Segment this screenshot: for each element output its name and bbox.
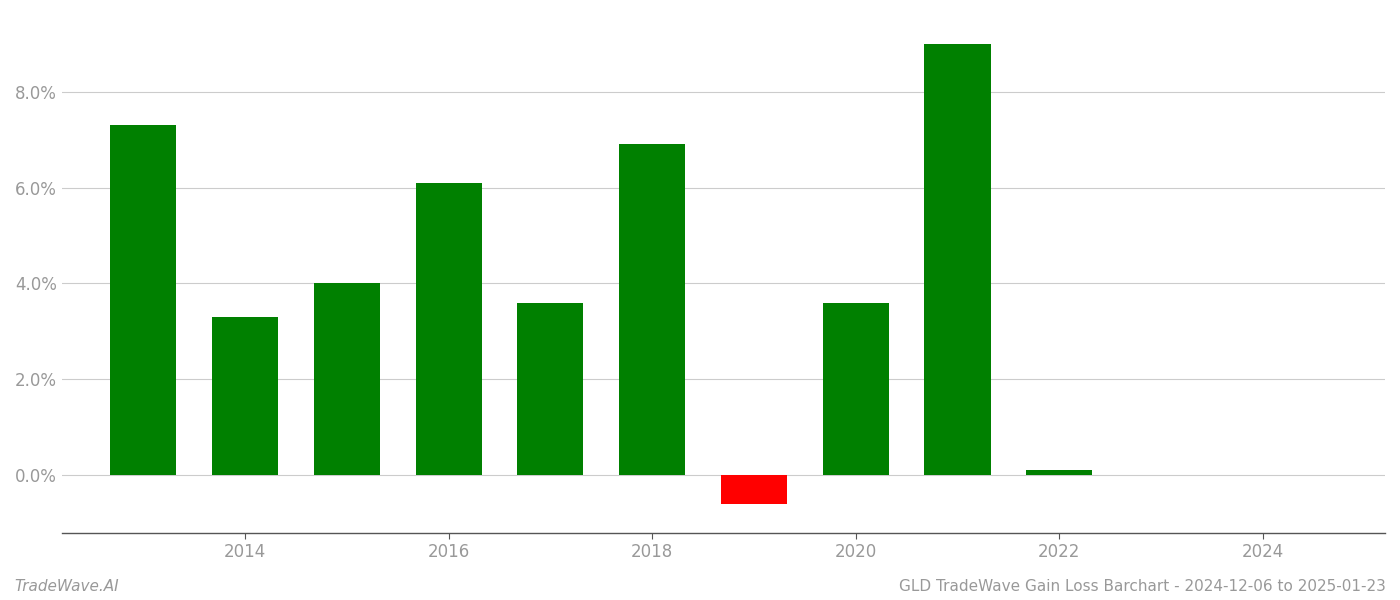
Text: TradeWave.AI: TradeWave.AI xyxy=(14,579,119,594)
Bar xyxy=(721,475,787,504)
Bar xyxy=(211,317,279,475)
Bar xyxy=(314,283,379,475)
Bar xyxy=(518,302,584,475)
Text: GLD TradeWave Gain Loss Barchart - 2024-12-06 to 2025-01-23: GLD TradeWave Gain Loss Barchart - 2024-… xyxy=(899,579,1386,594)
Bar xyxy=(924,44,991,475)
Bar xyxy=(111,125,176,475)
Bar xyxy=(1026,470,1092,475)
Bar xyxy=(823,302,889,475)
Bar xyxy=(619,145,685,475)
Bar xyxy=(416,183,482,475)
